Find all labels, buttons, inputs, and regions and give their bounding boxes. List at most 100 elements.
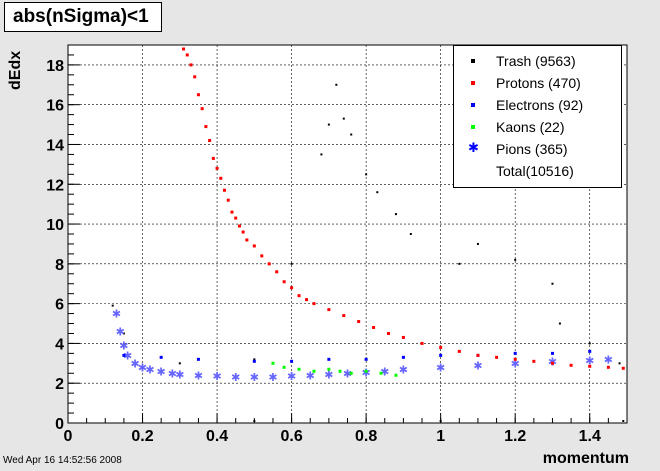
protons-point	[372, 326, 376, 330]
protons-point	[230, 210, 234, 214]
x-tick-label: 0.4	[206, 428, 228, 445]
kaons-point	[394, 373, 398, 377]
protons-point	[420, 341, 424, 345]
kaons-point	[364, 369, 368, 373]
trash-point	[622, 420, 625, 423]
x-tick-label: 0.6	[280, 428, 302, 445]
protons-point	[312, 302, 316, 306]
protons-point	[211, 156, 215, 160]
kaons-point	[349, 371, 353, 375]
legend-label-kaons: Kaons (22)	[496, 119, 565, 135]
x-tick-label: 0.8	[355, 428, 377, 445]
y-tick-label: 6	[55, 297, 64, 314]
x-tick-label: 1.4	[579, 428, 601, 445]
trash-point	[342, 117, 345, 120]
series-trash	[111, 83, 625, 423]
pion-point: ✱	[116, 325, 125, 338]
electrons-point	[159, 355, 163, 359]
legend-marker-kaons	[471, 125, 475, 129]
kaons-point	[379, 371, 383, 375]
protons-point	[305, 298, 309, 302]
pion-point: ✱	[145, 363, 154, 376]
pion-point: ✱	[112, 308, 121, 321]
trash-point	[320, 153, 323, 156]
protons-point	[223, 188, 227, 192]
pion-point: ✱	[138, 361, 147, 374]
protons-point	[495, 355, 499, 359]
legend-marker-protons	[471, 81, 475, 85]
protons-point	[215, 166, 219, 170]
trash-point	[350, 133, 353, 136]
protons-point	[275, 270, 279, 274]
electrons-point	[550, 351, 554, 355]
electrons-point	[513, 351, 517, 355]
legend-marker-pions: ✱	[468, 140, 479, 155]
protons-point	[226, 198, 230, 202]
protons-point	[357, 320, 361, 324]
trash-point	[327, 123, 330, 126]
kaons-point	[327, 367, 331, 371]
protons-point	[193, 75, 197, 79]
pion-point: ✱	[194, 369, 203, 382]
legend-label-protons: Protons (470)	[496, 75, 581, 91]
x-tick-label: 1.2	[504, 428, 526, 445]
trash-point	[178, 362, 181, 365]
trash-point	[558, 322, 561, 325]
trash-point	[335, 83, 338, 86]
protons-point	[185, 53, 189, 57]
legend-item-electrons: Electrons (92)	[454, 95, 621, 117]
protons-point	[204, 125, 208, 129]
axis-ticks: 0 0.2 0.4 0.6 0.8 1 1.2 1.4 0 2 4 6 8 10 12 14 16 18	[46, 44, 628, 445]
legend-label-pions: Pions (365)	[496, 141, 568, 157]
data-points: ✱✱✱✱✱✱✱✱✱✱✱✱✱✱✱✱✱✱✱✱✱✱✱✱✱✱✱✱	[111, 47, 625, 423]
legend-total-label: Total(10516)	[496, 163, 574, 179]
electrons-point	[588, 349, 592, 353]
trash-point	[122, 332, 125, 335]
trash-point	[365, 173, 368, 176]
electrons-point	[364, 357, 368, 361]
series-protons	[182, 47, 625, 370]
trash-point	[394, 213, 397, 216]
y-tick-label: 0	[55, 416, 64, 433]
pion-point: ✱	[436, 361, 445, 374]
electrons-point	[196, 357, 200, 361]
protons-point	[241, 230, 245, 234]
protons-point	[532, 359, 536, 363]
electrons-point	[252, 359, 256, 363]
pion-point: ✱	[343, 367, 352, 380]
pion-point: ✱	[399, 363, 408, 376]
pion-point: ✱	[175, 368, 184, 381]
kaons-point	[312, 369, 316, 373]
x-tick-label: 0	[64, 428, 73, 445]
pion-point: ✱	[157, 365, 166, 378]
protons-point	[550, 361, 554, 365]
pion-point: ✱	[511, 357, 520, 370]
protons-point	[208, 138, 212, 142]
legend-label-trash: Trash (9563)	[496, 53, 576, 69]
electrons-point	[122, 353, 126, 357]
kaons-point	[297, 367, 301, 371]
pion-point: ✱	[604, 353, 613, 366]
protons-point	[219, 176, 223, 180]
kaons-point	[338, 369, 342, 373]
pion-point: ✱	[268, 371, 277, 384]
protons-point	[386, 331, 390, 335]
x-tick-label: 1	[436, 428, 445, 445]
y-tick-label: 14	[46, 137, 64, 154]
protons-point	[606, 365, 610, 369]
x-tick-label: 0.2	[131, 428, 153, 445]
legend-marker-electrons	[471, 103, 475, 107]
protons-point	[196, 93, 200, 97]
protons-point	[297, 294, 301, 298]
trash-point	[458, 262, 461, 265]
protons-point	[189, 63, 193, 67]
protons-point	[569, 363, 573, 367]
protons-point	[513, 357, 517, 361]
y-tick-label: 18	[46, 58, 64, 75]
pion-point: ✱	[585, 354, 594, 367]
x-axis-label: momentum	[542, 450, 629, 467]
protons-point	[621, 366, 625, 370]
pion-point: ✱	[168, 367, 177, 380]
trash-point	[409, 233, 412, 235]
legend-item-trash: Trash (9563)	[454, 51, 621, 73]
